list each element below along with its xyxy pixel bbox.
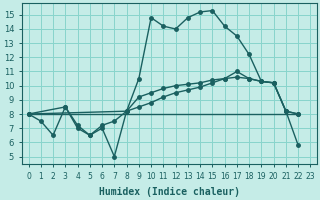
X-axis label: Humidex (Indice chaleur): Humidex (Indice chaleur)	[99, 186, 240, 197]
